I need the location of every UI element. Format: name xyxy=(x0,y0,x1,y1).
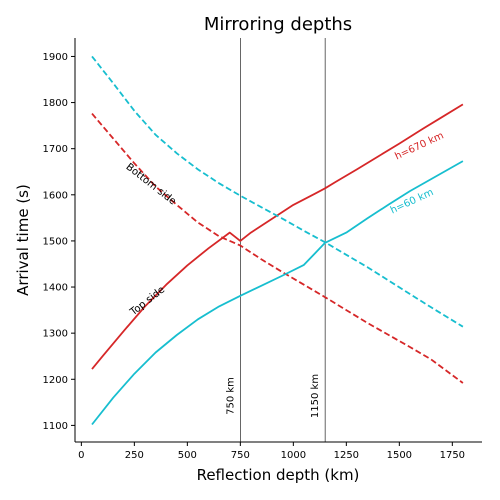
x-tick-label: 0 xyxy=(78,450,84,461)
x-tick-label: 1250 xyxy=(334,450,359,461)
y-tick-label: 1600 xyxy=(43,190,68,201)
plot-area: 750 km 1150 km h=670 km h=60 km Bottom side… xyxy=(43,38,482,461)
annotation-label: h=670 km xyxy=(393,130,445,162)
x-axis-label: Reflection depth (km) xyxy=(197,466,360,484)
vline-label-1150: 1150 km xyxy=(310,374,321,418)
x-tick-label: 750 xyxy=(231,450,250,461)
annotations: h=670 km h=60 km Bottom side Top side xyxy=(124,130,446,318)
x-ticks: 0 250 500 750 1000 1250 1500 1750 xyxy=(78,442,465,461)
y-tick-label: 1700 xyxy=(43,144,68,155)
series-line-1-dashed xyxy=(91,113,464,384)
y-axis-label: Arrival time (s) xyxy=(14,184,32,296)
x-tick-label: 1000 xyxy=(281,450,306,461)
series-line-3-dashed xyxy=(91,55,464,328)
vline-label-750: 750 km xyxy=(225,377,236,415)
x-tick-label: 1750 xyxy=(440,450,465,461)
annotation-label: Bottom side xyxy=(124,162,178,208)
y-tick-label: 1400 xyxy=(43,283,68,294)
series-line-0-solid xyxy=(91,103,464,370)
y-tick-label: 1900 xyxy=(43,52,68,63)
y-ticks: 1100 1200 1300 1400 1500 1600 1700 1800 1900 xyxy=(43,52,75,432)
y-tick-label: 1500 xyxy=(43,236,68,247)
y-tick-label: 1300 xyxy=(43,329,68,340)
series-lines xyxy=(91,55,464,426)
annotation-label: h=60 km xyxy=(389,187,435,216)
x-tick-label: 500 xyxy=(178,450,197,461)
y-tick-label: 1200 xyxy=(43,375,68,386)
y-tick-label: 1100 xyxy=(43,421,68,432)
annotation-label: Top side xyxy=(128,284,168,318)
chart-title: Mirroring depths xyxy=(204,14,352,35)
x-tick-label: 250 xyxy=(125,450,144,461)
y-tick-label: 1800 xyxy=(43,98,68,109)
x-tick-label: 1500 xyxy=(387,450,412,461)
series-line-2-solid xyxy=(91,160,464,426)
